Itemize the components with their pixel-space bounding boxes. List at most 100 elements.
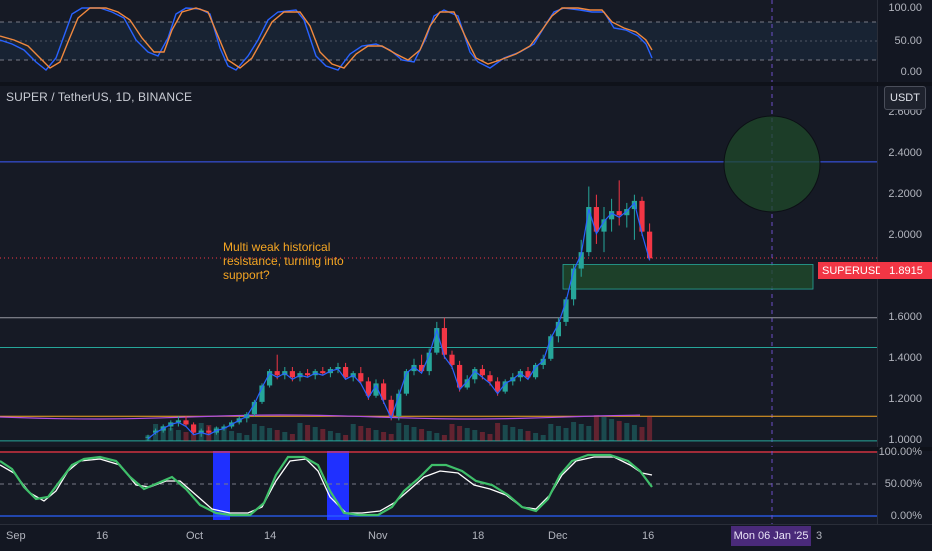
volume-bar [411,427,417,441]
bottom-axis-tick: 0.00% [890,510,922,522]
candle-body [586,207,592,253]
candle-body [464,379,470,388]
candle-body [305,373,311,376]
candle-body [647,231,653,259]
volume-bar [510,427,516,441]
crosshair-date-label: Mon 06 Jan '25 [731,526,811,546]
volume-bar [517,429,523,441]
candle-body [335,367,341,370]
volume-bar [533,433,539,441]
oscillator-pane[interactable]: 100.00% 50.00% 0.00% [0,446,932,524]
price-pane[interactable]: 2.60002.40002.20002.00001.80001.60001.40… [0,86,932,447]
volume-bar [297,423,303,441]
candle-body [472,369,478,380]
stochastic-rsi-pane[interactable]: 100.00 50.00 0.00 [0,0,932,82]
volume-bar [578,424,584,441]
volume-bar [221,429,227,441]
pane-separator[interactable] [0,82,932,86]
volume-ma-line [0,414,641,420]
chart-annotation[interactable]: Multi weak historical resistance, turnin… [223,240,344,282]
candle-body [457,364,463,388]
oscillator-axis[interactable]: 100.00% 50.00% 0.00% [877,446,932,524]
candle-body [563,299,569,322]
top-axis-tick: 50.00 [894,35,922,47]
volume-bar [327,431,333,441]
volume-bar [183,432,189,441]
volume-bar [175,430,181,441]
volume-bar [335,433,341,441]
volume-bar [168,428,174,441]
volume-bar [388,434,394,441]
candle-body [274,371,280,376]
symbol-header[interactable]: SUPER / TetherUS, 1D, BINANCE [6,90,193,104]
volume-bar [540,435,546,441]
candle-body [487,375,493,382]
candle-body [578,252,584,269]
volume-bar [464,428,470,441]
symbol-price-label: SUPERUSDT [818,262,894,279]
candle-body [206,430,212,433]
price-plot[interactable] [0,86,878,447]
volume-bar [593,415,599,441]
price-axis-tick: 1.6000 [888,310,922,323]
stoch-d-line [0,7,653,69]
candle-body [548,336,554,359]
candle-body [267,371,273,386]
volume-bar [320,429,326,441]
target-circle [723,115,821,213]
price-axis-tick: 2.0000 [888,228,922,241]
time-axis-label: Sep [6,530,26,542]
volume-bar [586,426,592,441]
volume-bar [350,424,356,441]
volume-bar [343,435,349,441]
candle-body [616,211,622,216]
volume-bar [426,431,432,441]
candle-body [221,426,227,429]
volume-bar [479,432,485,441]
time-axis-label: Oct [186,530,204,542]
candle-body [320,371,326,374]
candle-body [555,321,561,337]
pane-separator[interactable] [0,447,932,451]
currency-button[interactable]: USDT [884,86,926,110]
time-axis-label: 16 [642,530,655,542]
candle-body [540,358,546,365]
candle-body [396,393,402,417]
candle-body [411,364,417,372]
candle-body [381,383,387,400]
candle-body [373,383,379,396]
current-price-label: 1.8915 [880,262,932,279]
candle-body [426,352,432,372]
oscillator-plot [0,451,878,524]
volume-bar [305,425,311,441]
volume-bar [616,421,622,441]
volume-bar [373,430,379,441]
volume-bar [282,432,288,441]
candle-body [601,219,607,232]
candle-body [183,420,189,425]
candle-body [259,385,265,402]
candle-body [145,436,151,438]
candle-body [441,328,447,355]
volume-bar [381,432,387,441]
volume-bar [396,423,402,441]
candle-body [571,268,577,300]
volume-bar [251,424,257,441]
volume-bar [434,433,440,441]
stochastic-rsi-axis[interactable]: 100.00 50.00 0.00 [877,0,932,82]
bottom-axis-tick: 50.00% [884,478,922,490]
price-axis-tick: 1.2000 [888,392,922,405]
volume-bar [160,426,166,441]
candle-body [593,207,599,232]
volume-bar [358,426,364,441]
candle-body [289,371,295,378]
price-axis-tick: 1.4000 [888,351,922,364]
volume-bar [457,426,463,441]
volume-bar [403,425,409,441]
volume-bar [365,428,371,441]
candle-body [365,381,371,396]
candle-body [434,328,440,353]
candle-body [251,401,257,415]
volume-bar [647,416,653,441]
volume-bar [601,417,607,441]
